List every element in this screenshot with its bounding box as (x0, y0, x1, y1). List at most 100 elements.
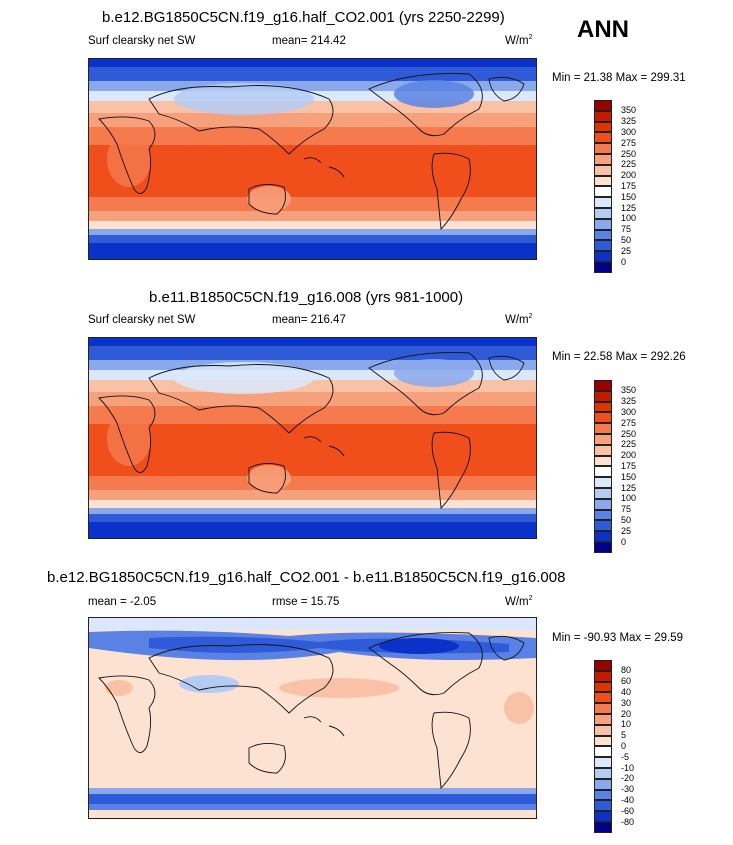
panel-3-colorbar-tick-label: -30 (621, 784, 635, 795)
panel-1-colorbar-tick-label: 50 (621, 234, 632, 245)
panel-1-minmax: Min = 21.38 Max = 299.31 (552, 72, 686, 84)
panel-2-colorbar-tick-label: 25 (621, 525, 632, 536)
panel-1-colorbar-swatch (594, 110, 612, 122)
panel-3-colorbar-swatch (594, 767, 612, 779)
panel-2-colorbar-tick-label: 350 (621, 385, 637, 396)
panel-1-colorbar-tick-label: 150 (621, 191, 637, 202)
season-label: ANN (577, 16, 629, 43)
panel-3-minmax: Min = -90.93 Max = 29.59 (552, 632, 684, 644)
panel-1-colorbar-swatch (594, 261, 612, 273)
panel-2-variable-label: Surf clearsky net SW (88, 314, 196, 326)
panel-3-colorbar-swatch (594, 681, 612, 693)
panel-1-units: W/m2 (505, 34, 533, 47)
panel-3-map (88, 617, 537, 819)
panel-3-colorbar-tick-label: -80 (621, 816, 635, 827)
panel-1-variable-label: Surf clearsky net SW (88, 35, 196, 47)
panel-1-colorbar-tick-label: 200 (621, 170, 637, 181)
panel-3-rmse-label: rmse = 15.75 (272, 596, 340, 608)
panel-2-colorbar-swatch (594, 380, 612, 391)
panel-1-mean-label: mean= 214.42 (272, 35, 346, 47)
panel-2-colorbar-swatch (594, 401, 612, 413)
panel-2-colorbar-tick-label: 300 (621, 406, 637, 417)
panel-3-colorbar-swatch (594, 703, 612, 714)
panel-3-colorbar-tick-label: 10 (621, 719, 632, 730)
panel-2-colorbar-tick-label: 125 (621, 482, 637, 493)
panel-1-colorbar-swatch (594, 132, 612, 144)
panel-3-colorbar-swatch (594, 724, 612, 736)
panel-3-units: W/m2 (505, 595, 533, 608)
panel-2-colorbar-tick-label: 50 (621, 514, 632, 525)
panel-1-colorbar-swatch (594, 186, 612, 198)
panel-3-colorbar-tick-label: -40 (621, 794, 635, 805)
panel-3-colorbar-tick-label: -5 (621, 751, 630, 762)
panel-1-colorbar-tick-label: 25 (621, 245, 632, 256)
panel-2-colorbar-tick-label: 75 (621, 504, 632, 515)
panel-2-colorbar-swatch (594, 509, 612, 521)
panel-1-colorbar-swatch (594, 175, 612, 187)
panel-1-colorbar-swatch (594, 251, 612, 262)
panel-1-colorbar-tick-label: 350 (621, 105, 637, 116)
panel-2-colorbar-swatch (594, 498, 612, 510)
panel-3-colorbar-swatch (594, 811, 612, 822)
panel-2-colorbar-tick-label: 225 (621, 439, 637, 450)
panel-3-mean-label: mean = -2.05 (88, 596, 157, 608)
panel-2-colorbar-swatch (594, 477, 612, 488)
panel-2-colorbar-tick-label: 175 (621, 460, 637, 471)
panel-2-colorbar-swatch (594, 520, 612, 532)
panel-1-colorbar-swatch (594, 229, 612, 241)
panel-3-colorbar-tick-label: -10 (621, 762, 635, 773)
panel-2-colorbar-tick-label: 325 (621, 396, 637, 407)
panel-2-colorbar-swatch (594, 541, 612, 553)
panel-1-colorbar-swatch (594, 143, 612, 154)
panel-2-colorbar-tick-label: 0 (621, 536, 627, 547)
panel-3-colorbar-tick-label: 20 (621, 708, 632, 719)
panel-3-colorbar-swatch (594, 778, 612, 790)
panel-1-colorbar-swatch (594, 121, 612, 133)
panel-3-colorbar-swatch (594, 660, 612, 671)
panel-2-colorbar-swatch (594, 433, 612, 445)
panel-3-colorbar-swatch (594, 821, 612, 833)
panel-3-colorbar-tick-label: -60 (621, 805, 635, 816)
panel-1-colorbar-swatch (594, 197, 612, 208)
panel-3-colorbar-swatch (594, 800, 612, 812)
panel-2-colorbar-swatch (594, 466, 612, 478)
panel-3-colorbar-swatch (594, 735, 612, 747)
panel-1-colorbar-tick-label: 175 (621, 180, 637, 191)
panel-3-colorbar-swatch (594, 713, 612, 725)
panel-3-title: b.e12.BG1850C5CN.f19_g16.half_CO2.001 - … (47, 569, 566, 586)
panel-3-colorbar-tick-label: 80 (621, 665, 632, 676)
panel-3-colorbar-tick-label: 0 (621, 740, 627, 751)
panel-1-colorbar-tick-label: 275 (621, 137, 637, 148)
panel-1-map (88, 58, 537, 260)
panel-1-colorbar-swatch (594, 218, 612, 230)
panel-1-colorbar-tick-label: 100 (621, 213, 637, 224)
panel-3-colorbar-tick-label: 60 (621, 676, 632, 687)
panel-2-colorbar-swatch (594, 444, 612, 456)
panel-2-map (88, 337, 537, 539)
panel-2-colorbar-tick-label: 275 (621, 417, 637, 428)
panel-1-colorbar-tick-label: 75 (621, 224, 632, 235)
panel-3-colorbar-tick-label: 30 (621, 697, 632, 708)
panel-2-minmax: Min = 22.58 Max = 292.26 (552, 351, 686, 363)
panel-1-colorbar-swatch (594, 164, 612, 176)
panel-2-colorbar-swatch (594, 455, 612, 467)
panel-1-title: b.e12.BG1850C5CN.f19_g16.half_CO2.001 (y… (102, 9, 505, 26)
panel-2-colorbar-swatch (594, 390, 612, 402)
panel-1-colorbar-tick-label: 300 (621, 126, 637, 137)
panel-1-colorbar-tick-label: 225 (621, 159, 637, 170)
panel-3-colorbar-tick-label: -20 (621, 773, 635, 784)
panel-2-mean-label: mean= 216.47 (272, 314, 346, 326)
panel-1-colorbar-swatch (594, 100, 612, 111)
panel-1-colorbar-swatch (594, 240, 612, 252)
panel-3-colorbar-swatch (594, 757, 612, 768)
panel-1-colorbar-swatch (594, 153, 612, 165)
panel-3-colorbar-swatch (594, 746, 612, 758)
panel-2-colorbar-tick-label: 200 (621, 450, 637, 461)
panel-3-colorbar-swatch (594, 692, 612, 704)
panel-1-colorbar-tick-label: 250 (621, 148, 637, 159)
panel-1-colorbar-swatch (594, 207, 612, 219)
panel-1-colorbar-tick-label: 325 (621, 116, 637, 127)
panel-2-colorbar-swatch (594, 531, 612, 542)
panel-2-colorbar-swatch (594, 423, 612, 434)
panel-2-colorbar-swatch (594, 487, 612, 499)
